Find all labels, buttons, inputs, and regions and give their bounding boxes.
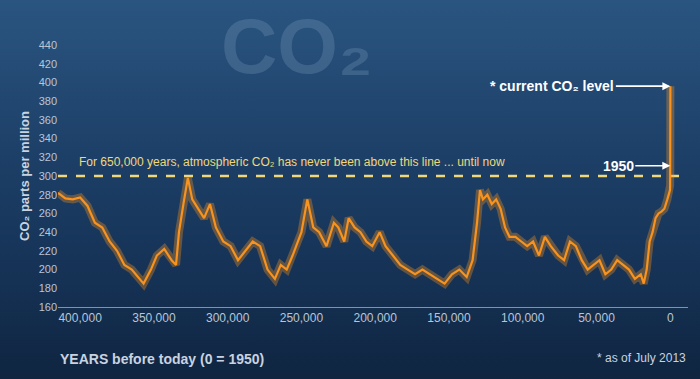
svg-text:340: 340 [39, 132, 57, 144]
svg-text:For 650,000 years, atmospheric: For 650,000 years, atmospheric CO₂ has n… [79, 155, 505, 169]
svg-text:50,000: 50,000 [578, 311, 615, 325]
svg-text:0: 0 [667, 311, 674, 325]
svg-text:200,000: 200,000 [354, 311, 398, 325]
svg-text:* current CO₂ level: * current CO₂ level [490, 78, 614, 94]
svg-text:* as of July 2013: * as of July 2013 [597, 351, 686, 365]
svg-text:CO₂: CO₂ [221, 2, 373, 90]
svg-text:360: 360 [39, 114, 57, 126]
svg-text:260: 260 [39, 207, 57, 219]
svg-text:220: 220 [39, 245, 57, 257]
svg-text:1950: 1950 [603, 158, 634, 174]
svg-text:150,000: 150,000 [427, 311, 471, 325]
svg-text:420: 420 [39, 58, 57, 70]
svg-text:180: 180 [39, 282, 57, 294]
svg-text:240: 240 [39, 226, 57, 238]
svg-text:300: 300 [39, 170, 57, 182]
svg-text:250,000: 250,000 [280, 311, 324, 325]
svg-text:350,000: 350,000 [132, 311, 176, 325]
svg-text:400: 400 [39, 76, 57, 88]
svg-text:440: 440 [39, 39, 57, 51]
svg-text:200: 200 [39, 263, 57, 275]
svg-text:300,000: 300,000 [206, 311, 250, 325]
svg-text:100,000: 100,000 [501, 311, 545, 325]
svg-text:320: 320 [39, 151, 57, 163]
svg-text:400,000: 400,000 [58, 311, 102, 325]
svg-text:280: 280 [39, 189, 57, 201]
svg-text:CO₂ parts per million: CO₂ parts per million [17, 111, 32, 241]
svg-text:160: 160 [39, 301, 57, 313]
svg-text:YEARS before today (0 = 1950): YEARS before today (0 = 1950) [60, 351, 264, 367]
svg-text:380: 380 [39, 95, 57, 107]
